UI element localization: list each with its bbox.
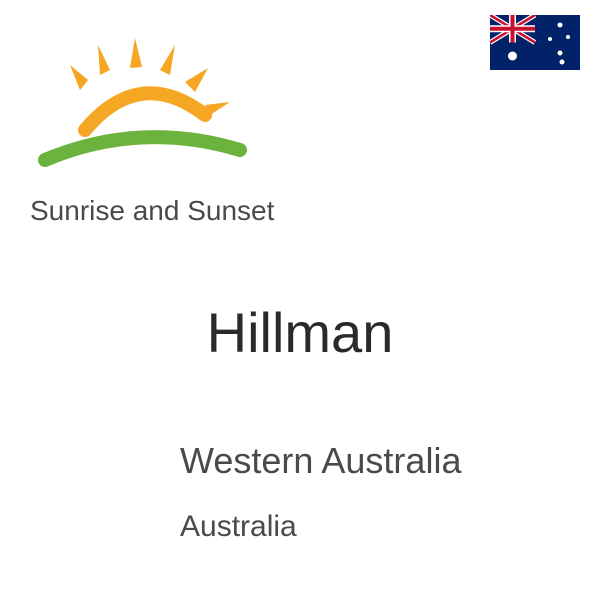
sun-icon (30, 20, 250, 180)
sunrise-logo (30, 20, 250, 180)
country-text: Australia (180, 510, 297, 544)
tagline-text: Sunrise and Sunset (30, 195, 274, 227)
flag-svg (490, 15, 580, 70)
australia-flag-icon (490, 15, 580, 70)
city-heading: Hillman (0, 300, 600, 365)
region-text: Western Australia (180, 440, 461, 482)
